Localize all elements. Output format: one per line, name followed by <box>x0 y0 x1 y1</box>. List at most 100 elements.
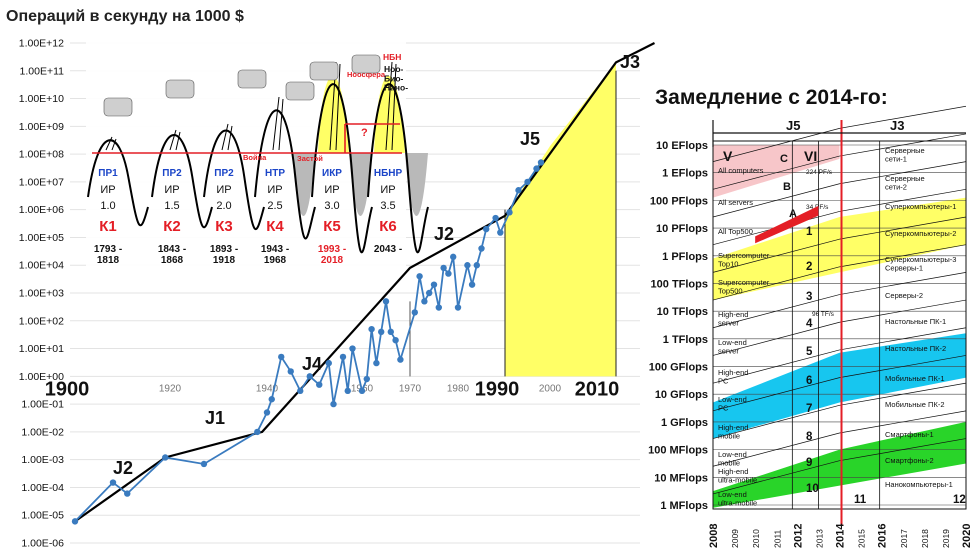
y-tick-label: 1.00E-06 <box>21 538 64 550</box>
data-point <box>473 262 480 269</box>
data-point <box>373 359 380 367</box>
band-frame <box>712 140 967 510</box>
band-diagonal <box>839 438 967 462</box>
data-point <box>368 325 375 333</box>
wave-ir-label: ИР <box>267 184 282 196</box>
wave-ir-label: ИР <box>324 184 339 196</box>
data-point <box>254 428 261 436</box>
data-point <box>387 328 394 336</box>
metric-224: 224 PF/s <box>806 169 833 176</box>
wave-k-label: К2 <box>163 218 181 235</box>
wave-arrow <box>169 129 177 151</box>
band-diagonal <box>839 272 967 295</box>
red-trend-arrow <box>755 205 819 244</box>
band-pink <box>713 145 840 198</box>
band-left-label: Low-end ultra-mobile <box>718 490 757 507</box>
wave-arrow <box>335 63 341 151</box>
wave-ir-value: 3.0 <box>324 200 339 212</box>
band-number: 11 <box>854 494 867 506</box>
data-point <box>421 298 428 305</box>
chart-title: Операций в секунду на 1000 $ <box>6 8 244 25</box>
y-tick-label: 1.00E-05 <box>21 510 64 522</box>
band-right-label: Настольные ПК-2 <box>885 344 946 353</box>
band-x-tick: 2014 <box>835 523 847 548</box>
data-point <box>497 229 504 236</box>
letter-b: B <box>783 181 791 193</box>
band-left-label: Low-end mobile <box>718 450 747 467</box>
wave-ir-label: ИР <box>100 184 115 196</box>
wave-pr-label: НТР <box>265 168 285 179</box>
x-tick-label: 1900 <box>45 378 90 400</box>
wave-arrow <box>278 98 284 151</box>
wave-curve <box>367 83 429 254</box>
band-y-tick: 1 PFlops <box>662 251 708 263</box>
data-point <box>445 270 452 277</box>
band-diagonal <box>839 327 967 351</box>
band-right-label: Серверы-2 <box>885 291 923 300</box>
data-point <box>109 479 117 486</box>
band-right-label: Серверные сети-1 <box>885 146 925 163</box>
band-x-tick: 2020 <box>961 524 973 548</box>
airplane-icon <box>237 69 267 89</box>
x-tick-label: 1970 <box>399 383 422 394</box>
y-tick-label: 1.00E+10 <box>19 93 64 105</box>
wave-ir-label: ИР <box>216 184 231 196</box>
data-point <box>478 245 485 252</box>
metric-96: 96 TF/s <box>812 311 835 318</box>
band-yellow <box>713 197 966 301</box>
band-number: 7 <box>806 403 812 415</box>
data-point <box>124 490 131 497</box>
band-left-label: All computers <box>718 166 764 175</box>
band-left-label: High-end mobile <box>718 423 748 440</box>
wave-ir-value: 1.0 <box>100 200 115 212</box>
data-point <box>416 273 423 280</box>
x-tick-label: 1920 <box>159 383 182 394</box>
data-point <box>411 309 418 316</box>
data-point <box>492 214 499 222</box>
wave-k-label: К3 <box>215 218 233 235</box>
band-x-tick: 2019 <box>941 529 951 548</box>
y-tick-label: 1.00E+08 <box>19 149 64 161</box>
slowdown-title: Замедление с 2014-го: <box>655 86 888 109</box>
data-point <box>325 359 332 367</box>
data-point <box>162 454 169 461</box>
x-tick-label: 1980 <box>447 383 470 394</box>
wave-arrow <box>175 131 181 151</box>
band-number: 6 <box>806 375 812 387</box>
data-point <box>397 356 404 363</box>
y-tick-label: 1.00E+05 <box>19 232 64 244</box>
y-tick-label: 1.00E+04 <box>19 260 64 272</box>
band-y-tick: 100 TFlops <box>651 278 708 290</box>
data-point <box>349 345 356 352</box>
band-left-label: Low-end PC <box>718 395 747 412</box>
data-point <box>287 368 294 375</box>
data-point <box>297 387 304 395</box>
x-tick-label: 1990 <box>475 378 520 400</box>
band-left-label: Supercomputer Top10 <box>718 251 770 268</box>
band-cyan <box>713 333 966 439</box>
data-point <box>382 298 390 305</box>
band-number: 8 <box>806 431 813 443</box>
band-number: 10 <box>806 483 819 495</box>
band-diagonal <box>839 216 967 240</box>
band-y-tick: 100 GFlops <box>649 362 708 374</box>
wave-ir-value: 3.5 <box>380 200 395 212</box>
band-number: 2 <box>806 261 812 273</box>
globe-icon <box>309 61 339 81</box>
band-left-label: High-end ultra-mobile <box>718 467 757 484</box>
label-j3: J3 <box>620 52 640 72</box>
wave-ir-value: 2.0 <box>216 200 231 212</box>
data-point <box>392 336 399 344</box>
label-j2-upper: J2 <box>434 224 454 244</box>
band-y-tick: 10 PFlops <box>656 223 708 235</box>
y-tick-label: 1.00E+06 <box>19 204 64 216</box>
band-diagonal <box>839 244 967 268</box>
y-tick-label: 1.00E+09 <box>19 121 64 133</box>
band-right-label: Суперкомпьютеры-1 <box>885 202 956 211</box>
wave-years: 1993 -2018 <box>318 244 346 266</box>
band-diagonal <box>839 299 967 323</box>
wave-arrow <box>227 125 233 151</box>
data-point <box>483 225 490 233</box>
wave-k-label: К4 <box>266 218 284 235</box>
band-x-tick: 2009 <box>730 529 740 548</box>
